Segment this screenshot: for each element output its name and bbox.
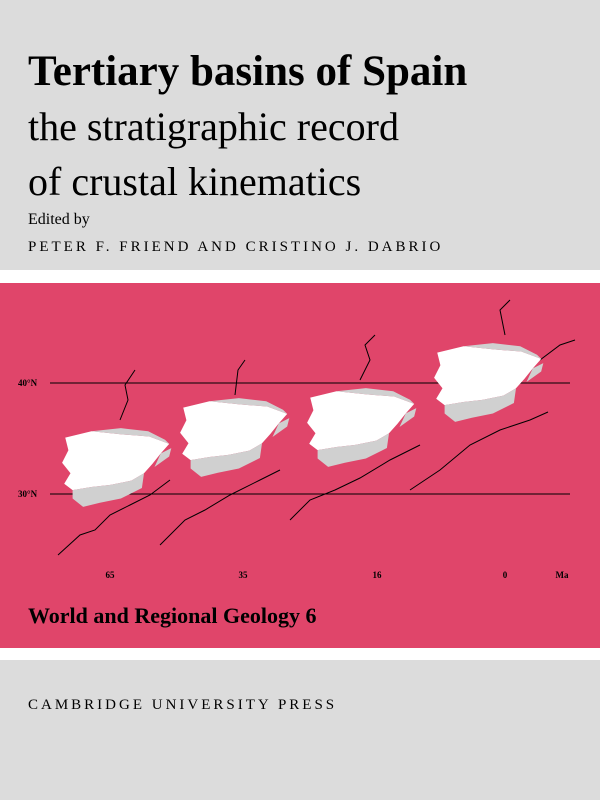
plate-boundary (539, 339, 576, 361)
publisher: CAMBRIDGE UNIVERSITY PRESS (28, 697, 337, 713)
age-label: 16 (373, 570, 383, 580)
plate-boundary (57, 479, 171, 556)
latitude-label: 40°N (18, 378, 38, 388)
plate-boundary (119, 369, 136, 421)
plate-boundary (359, 334, 376, 381)
age-label: 65 (106, 570, 116, 580)
plate-boundary (159, 469, 281, 546)
series: World and Regional Geology 6 (28, 603, 316, 628)
plate-boundary (409, 411, 549, 491)
edited-by: Edited by (28, 211, 90, 228)
map (50, 299, 576, 556)
age-label: 0 (503, 570, 508, 580)
stripe (0, 270, 600, 283)
plate-boundary (499, 299, 511, 336)
subtitle: the stratigraphic record (28, 104, 399, 149)
plate-boundary (289, 444, 421, 521)
age-label: 35 (239, 570, 249, 580)
plate-boundary (234, 359, 246, 396)
title: Tertiary basins of Spain (28, 48, 467, 95)
stripe (0, 648, 600, 660)
editors: PETER F. FRIEND AND CRISTINO J. DABRIO (28, 239, 443, 255)
latitude-label: 30°N (18, 489, 38, 499)
age-unit: Ma (556, 570, 569, 580)
subtitle: of crustal kinematics (28, 159, 361, 204)
